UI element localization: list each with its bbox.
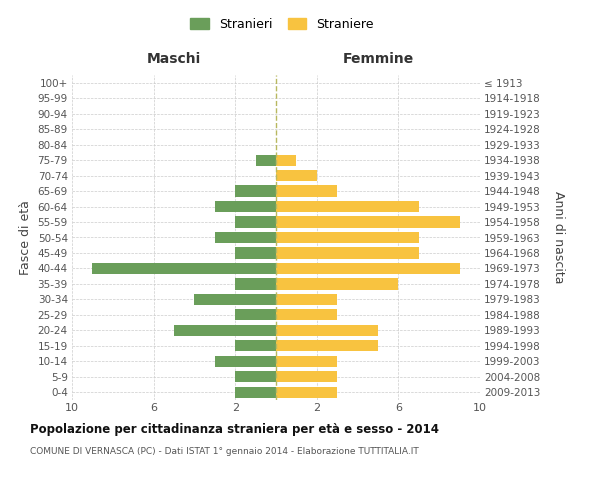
- Text: COMUNE DI VERNASCA (PC) - Dati ISTAT 1° gennaio 2014 - Elaborazione TUTTITALIA.I: COMUNE DI VERNASCA (PC) - Dati ISTAT 1° …: [30, 448, 419, 456]
- Bar: [174, 325, 276, 336]
- Bar: [235, 216, 276, 228]
- Bar: [256, 154, 276, 166]
- Bar: [276, 216, 460, 228]
- Bar: [235, 371, 276, 382]
- Bar: [276, 340, 378, 351]
- Bar: [276, 170, 317, 181]
- Bar: [276, 386, 337, 398]
- Bar: [235, 386, 276, 398]
- Bar: [235, 248, 276, 258]
- Text: Femmine: Femmine: [343, 52, 413, 66]
- Bar: [276, 310, 337, 320]
- Bar: [194, 294, 276, 305]
- Bar: [235, 278, 276, 289]
- Bar: [215, 201, 276, 212]
- Bar: [276, 325, 378, 336]
- Y-axis label: Fasce di età: Fasce di età: [19, 200, 32, 275]
- Bar: [235, 340, 276, 351]
- Bar: [276, 278, 398, 289]
- Bar: [276, 154, 296, 166]
- Text: Popolazione per cittadinanza straniera per età e sesso - 2014: Popolazione per cittadinanza straniera p…: [30, 422, 439, 436]
- Bar: [215, 232, 276, 243]
- Bar: [235, 310, 276, 320]
- Bar: [276, 186, 337, 196]
- Legend: Stranieri, Straniere: Stranieri, Straniere: [187, 14, 377, 34]
- Bar: [235, 186, 276, 196]
- Y-axis label: Anni di nascita: Anni di nascita: [552, 191, 565, 284]
- Bar: [276, 263, 460, 274]
- Bar: [276, 294, 337, 305]
- Bar: [276, 356, 337, 367]
- Bar: [276, 248, 419, 258]
- Bar: [276, 232, 419, 243]
- Bar: [92, 263, 276, 274]
- Text: Maschi: Maschi: [147, 52, 201, 66]
- Bar: [215, 356, 276, 367]
- Bar: [276, 201, 419, 212]
- Bar: [276, 371, 337, 382]
